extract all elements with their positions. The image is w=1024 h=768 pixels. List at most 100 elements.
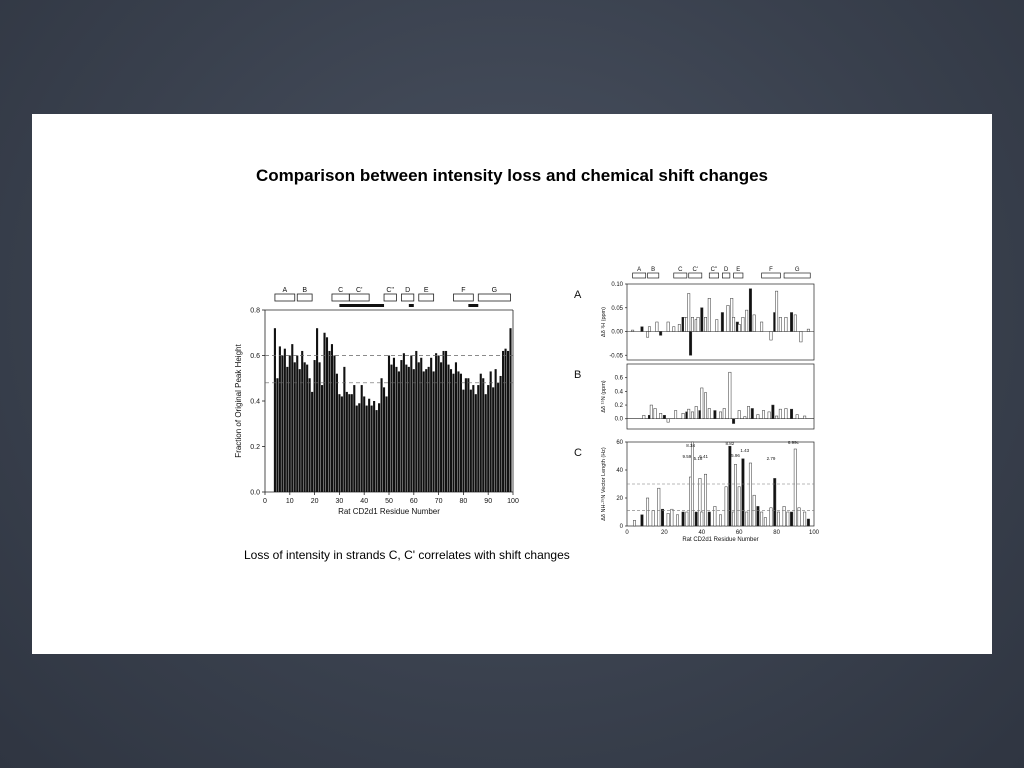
bar xyxy=(296,355,299,492)
y-axis-label: Δδ NH-¹⁵N Vector Length (Hz) xyxy=(600,447,607,521)
bar xyxy=(283,348,286,492)
bar xyxy=(348,394,351,492)
exchange-marker xyxy=(339,304,385,307)
bar xyxy=(707,408,711,419)
bar xyxy=(771,404,775,419)
bar xyxy=(442,350,445,492)
bar xyxy=(655,321,659,332)
bar xyxy=(330,344,334,492)
x-tick-label: 20 xyxy=(311,498,319,505)
bar xyxy=(698,478,702,527)
y-tick-label: 0.10 xyxy=(611,282,623,288)
bar xyxy=(666,418,670,423)
value-label: 1.43 xyxy=(740,448,749,453)
bar xyxy=(700,511,704,527)
bar xyxy=(752,314,756,332)
bar xyxy=(672,326,676,332)
bar xyxy=(368,398,371,492)
strand-box xyxy=(722,272,731,279)
bar xyxy=(360,385,363,492)
bar xyxy=(747,406,751,419)
y-axis-label: Δδ ¹H (ppm) xyxy=(601,307,607,337)
bar xyxy=(689,331,693,356)
x-tick-label: 50 xyxy=(385,498,393,505)
bar xyxy=(355,405,358,492)
bar xyxy=(690,317,694,332)
bar xyxy=(422,371,425,492)
strand-box xyxy=(418,293,435,302)
bar xyxy=(316,328,319,492)
bar xyxy=(333,355,336,492)
bar xyxy=(452,373,455,492)
bar xyxy=(447,364,450,492)
bar xyxy=(390,364,393,492)
strand-box xyxy=(733,272,744,279)
x-tick-label: 70 xyxy=(435,498,443,505)
bar xyxy=(685,511,689,527)
bar xyxy=(489,371,492,492)
strand-label: G xyxy=(795,267,800,273)
strand-label: F xyxy=(461,287,465,294)
strand-box xyxy=(331,293,350,302)
strand-label: G xyxy=(492,287,497,294)
x-tick-label: 100 xyxy=(507,498,519,505)
strand-box xyxy=(296,293,313,302)
bar xyxy=(328,350,331,492)
bar xyxy=(707,511,711,527)
bar xyxy=(670,508,674,527)
bar xyxy=(760,321,764,332)
strand-box xyxy=(348,293,370,302)
bar xyxy=(778,317,782,332)
strand-label: C'' xyxy=(386,287,394,294)
intensity-chart: A B C C' C'' D E F G 0.0 0.2 0.4 0.6 0.8 0 10 20 30 40 50 60… xyxy=(234,287,519,516)
bar xyxy=(291,344,294,492)
strand-label: F xyxy=(769,267,773,273)
bar xyxy=(748,288,752,332)
bar xyxy=(432,371,435,492)
value-label: 5.96 xyxy=(731,453,740,458)
strand-box xyxy=(688,272,703,279)
y-tick-label: 0.6 xyxy=(615,376,624,382)
bar xyxy=(743,416,747,419)
bar xyxy=(793,448,797,527)
bar xyxy=(745,511,749,527)
bar xyxy=(365,405,368,492)
bar xyxy=(646,497,650,527)
bar xyxy=(748,462,752,527)
panel-label: A xyxy=(574,289,582,301)
bar xyxy=(700,307,704,332)
bar xyxy=(659,413,663,419)
x-tick-label: 60 xyxy=(410,498,418,505)
bar xyxy=(756,414,760,419)
bar xyxy=(724,486,728,527)
bar xyxy=(457,371,460,492)
bar xyxy=(397,371,400,492)
bar xyxy=(700,387,704,419)
bar xyxy=(647,326,651,332)
strand-label: D xyxy=(724,267,729,273)
bar xyxy=(662,415,666,419)
x-axis-label: Rat CD2d1 Residue Number xyxy=(338,507,440,516)
bar xyxy=(415,350,418,492)
bar xyxy=(797,507,801,527)
x-tick-label: 80 xyxy=(460,498,468,505)
strand-box xyxy=(647,272,660,279)
value-label: 2.79 xyxy=(767,456,776,461)
panel-frame xyxy=(626,283,815,361)
bar xyxy=(474,394,477,492)
strand-box xyxy=(477,293,511,302)
bar xyxy=(340,396,343,492)
bar xyxy=(730,298,734,332)
bar xyxy=(435,353,438,492)
strand-box xyxy=(761,272,781,279)
bar xyxy=(323,332,326,492)
y-tick-label: 0 xyxy=(620,524,624,530)
bar xyxy=(769,331,773,341)
strand-label: C' xyxy=(693,267,698,273)
bar xyxy=(777,511,780,527)
bar xyxy=(769,507,773,527)
bar xyxy=(506,350,510,492)
bar xyxy=(382,387,386,492)
bar xyxy=(733,464,737,527)
bar xyxy=(338,394,341,492)
